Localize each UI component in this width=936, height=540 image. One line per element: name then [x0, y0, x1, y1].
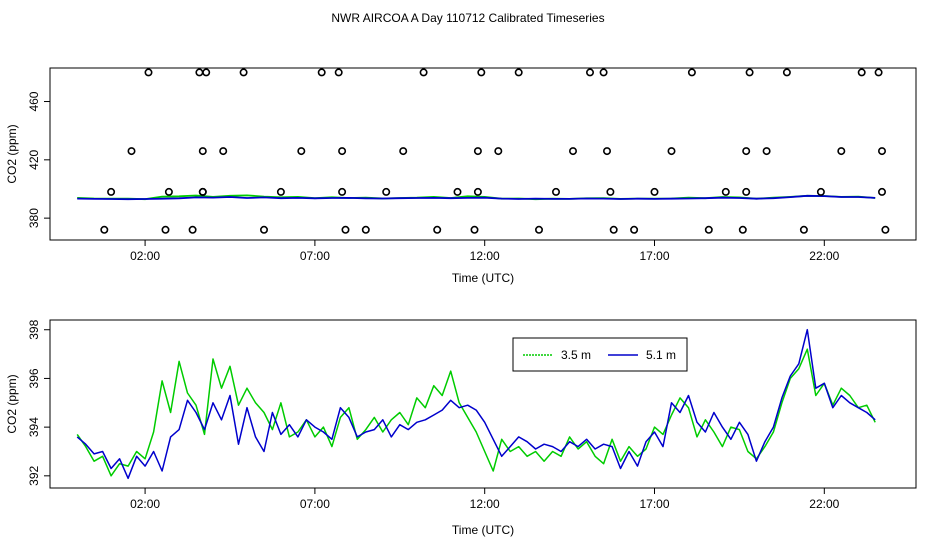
calibration-point [816, 187, 825, 196]
calibration-point [606, 187, 615, 196]
bottom-x-tick-label: 02:00 [130, 497, 160, 511]
calibration-point [799, 225, 808, 234]
top-y-tick-label: 380 [27, 208, 41, 228]
top-y-axis: 380 420 460 [27, 91, 51, 228]
top-calibration-points [100, 68, 890, 234]
calibration-point [276, 187, 285, 196]
calibration-point [599, 68, 608, 77]
top-x-tick-label: 17:00 [639, 249, 669, 263]
calibration-point [188, 225, 197, 234]
bottom-x-tick-label: 22:00 [809, 497, 839, 511]
calibration-point [745, 68, 754, 77]
bottom-x-axis-label: Time (UTC) [452, 523, 514, 537]
top-series-5-1-m [77, 194, 876, 201]
calibration-point [514, 68, 523, 77]
calibration-point [399, 147, 408, 156]
calibration-point [419, 68, 428, 77]
calibration-point [877, 187, 886, 196]
calibration-point [259, 225, 268, 234]
calibration-point [568, 147, 577, 156]
calibration-point [317, 68, 326, 77]
calibration-point [338, 147, 347, 156]
calibration-point [857, 68, 866, 77]
calibration-point [782, 68, 791, 77]
calibration-point [609, 225, 618, 234]
calibration-point [477, 68, 486, 77]
calibration-point [202, 68, 211, 77]
calibration-point [704, 225, 713, 234]
calibration-point [239, 68, 248, 77]
top-y-tick-label: 420 [27, 149, 41, 169]
calibration-point [198, 187, 207, 196]
calibration-point [453, 187, 462, 196]
top-y-tick-label: 460 [27, 91, 41, 111]
legend-label-5-1m: 5.1 m [646, 348, 676, 362]
bottom-series-3-5-m [76, 348, 876, 477]
calibration-point [881, 225, 890, 234]
calibration-point [473, 147, 482, 156]
calibration-point [161, 225, 170, 234]
calibration-point [219, 147, 228, 156]
bottom-x-tick-label: 17:00 [639, 497, 669, 511]
calibration-point [762, 147, 771, 156]
bottom-y-axis: 392 394 396 398 [27, 319, 51, 486]
calibration-point [585, 68, 594, 77]
calibration-point [164, 187, 173, 196]
legend: 3.5 m 5.1 m [512, 337, 688, 372]
bottom-y-axis-label: CO2 (ppm) [5, 374, 19, 433]
bottom-x-tick-label: 07:00 [300, 497, 330, 511]
calibration-point [341, 225, 350, 234]
bottom-y-tick-label: 394 [27, 417, 41, 437]
legend-label-3-5m: 3.5 m [561, 348, 591, 362]
bottom-x-axis: 02:00 07:00 12:00 17:00 22:00 [130, 487, 840, 511]
top-x-tick-label: 22:00 [809, 249, 839, 263]
calibration-point [338, 187, 347, 196]
calibration-point [738, 225, 747, 234]
calibration-point [334, 68, 343, 77]
calibration-point [630, 225, 639, 234]
top-x-tick-label: 07:00 [300, 249, 330, 263]
calibration-point [650, 187, 659, 196]
bottom-y-tick-label: 398 [27, 319, 41, 339]
calibration-point [742, 147, 751, 156]
top-panel: 380 420 460 02:00 07:00 12:00 17:00 22:00 Time… [5, 67, 917, 285]
top-x-tick-label: 02:00 [130, 249, 160, 263]
calibration-point [382, 187, 391, 196]
calibration-point [874, 68, 883, 77]
bottom-series-5-1-m [76, 328, 876, 480]
calibration-point [721, 187, 730, 196]
top-series-lines [77, 194, 876, 201]
calibration-point [433, 225, 442, 234]
calibration-point [198, 147, 207, 156]
top-x-axis-label: Time (UTC) [452, 271, 514, 285]
figure-title: NWR AIRCOA A Day 110712 Calibrated Times… [331, 11, 604, 25]
bottom-y-tick-label: 396 [27, 368, 41, 388]
calibration-point [470, 225, 479, 234]
calibration-point [100, 225, 109, 234]
calibration-point [742, 187, 751, 196]
bottom-x-tick-label: 12:00 [470, 497, 500, 511]
calibration-point [534, 225, 543, 234]
calibration-point [837, 147, 846, 156]
calibration-point [877, 147, 886, 156]
bottom-y-tick-label: 392 [27, 465, 41, 485]
top-y-axis-label: CO2 (ppm) [5, 124, 19, 183]
calibration-point [127, 147, 136, 156]
calibration-point [361, 225, 370, 234]
calibration-point [687, 68, 696, 77]
bottom-panel: 392 394 396 398 02:00 07:00 12:00 17:00 22:00 T… [5, 319, 917, 537]
calibration-point [107, 187, 116, 196]
bottom-series-lines [76, 328, 876, 480]
calibration-point [473, 187, 482, 196]
calibration-point [551, 187, 560, 196]
calibration-point [667, 147, 676, 156]
calibration-point [494, 147, 503, 156]
calibration-point [602, 147, 611, 156]
calibration-point [144, 68, 153, 77]
top-x-axis: 02:00 07:00 12:00 17:00 22:00 [130, 239, 840, 263]
calibration-point [297, 147, 306, 156]
top-x-tick-label: 12:00 [470, 249, 500, 263]
